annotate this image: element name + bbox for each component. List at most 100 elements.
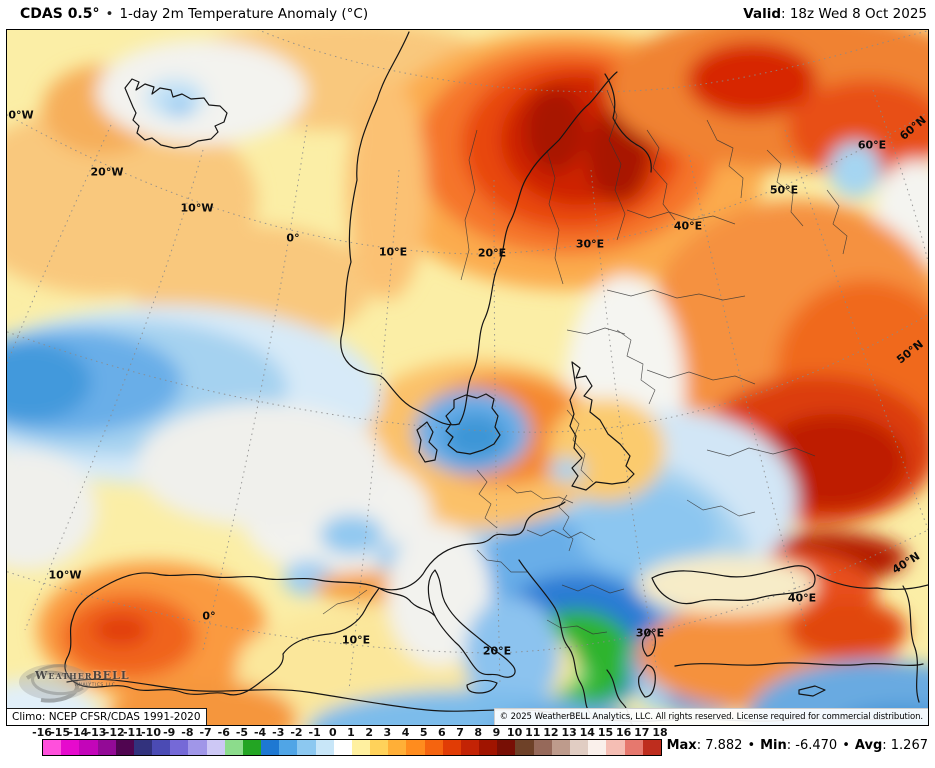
colorbar-tick-label: 3 <box>383 726 392 739</box>
colorbar-tick-label: -1 <box>308 726 321 739</box>
colorbar-tick-label: -12 <box>104 726 125 739</box>
colorbar-segment <box>224 740 243 755</box>
colorbar-tick-label: 2 <box>365 726 373 739</box>
colorbar-tick-label: 1 <box>347 726 355 739</box>
grid-label: 40°E <box>787 591 817 605</box>
colorbar-tick-label: -8 <box>181 726 194 739</box>
colorbar-segment <box>279 740 298 755</box>
copyright-notice: © 2025 WeatherBELL Analytics, LLC. All r… <box>493 708 928 725</box>
colorbar-segment <box>642 740 661 755</box>
colorbar-tick-label: 17 <box>634 726 650 739</box>
colorbar-tick-label: 11 <box>525 726 541 739</box>
colorbar-segment <box>206 740 225 755</box>
map-title: CDAS 0.5° • 1-day 2m Temperature Anomaly (… <box>20 6 368 22</box>
stats-bullet-2: • <box>842 738 850 753</box>
colorbar-tick-label: 9 <box>492 726 501 739</box>
colorbar-segment <box>333 740 352 755</box>
colorbar-segment <box>442 740 461 755</box>
colorbar-segment <box>351 740 371 755</box>
header: CDAS 0.5° • 1-day 2m Temperature Anomaly (… <box>0 0 935 29</box>
grid-label: 30°E <box>575 237 605 251</box>
colorbar-segment <box>170 740 189 755</box>
valid-value: 18z Wed 8 Oct 2025 <box>789 6 927 22</box>
grid-label: 20°E <box>482 644 512 658</box>
colorbar-segment <box>388 740 407 755</box>
anomaly-field <box>7 30 928 725</box>
valid-label: Valid <box>743 6 781 22</box>
grid-label: 30°E <box>635 626 665 640</box>
anomaly-map: 0°W 20°W 10°W 0° 10°E 20°E 30°E 40°E 50°E 60°E 60°… <box>6 29 929 726</box>
max-value: 7.882 <box>705 738 743 753</box>
grid-label: 0°W <box>8 108 34 122</box>
parameter-title: 1-day 2m Temperature Anomaly (°C) <box>119 6 369 22</box>
colorbar-segment <box>97 740 116 755</box>
colorbar-tick-label: -7 <box>199 726 212 739</box>
title-bullet: • <box>105 6 114 22</box>
colorbar-segment <box>188 740 207 755</box>
colorbar-tick-label: 14 <box>579 726 595 739</box>
colorbar-tick-label: 4 <box>401 726 410 739</box>
colorbar-tick-label: -13 <box>86 726 107 739</box>
min-sep: : <box>786 738 796 753</box>
max-sep: : <box>696 738 706 753</box>
colorbar-tick-label: 0 <box>328 726 337 739</box>
colorbar-segment <box>569 740 589 755</box>
colorbar-segment <box>479 740 498 755</box>
country-borders <box>322 89 848 635</box>
valid-sep: : <box>781 6 790 22</box>
colorbar-tick-label: -6 <box>217 726 230 739</box>
colorbar-segments <box>42 739 662 756</box>
colorbar-tick-label: -16 <box>32 726 52 739</box>
grid-label: 20°W <box>90 165 124 179</box>
colorbar-tick-label: -14 <box>68 726 89 739</box>
colorbar-segment <box>315 740 334 755</box>
grid-label: 10°W <box>48 568 82 582</box>
climo-label: Climo: NCEP CFSR/CDAS 1991-2020 <box>7 708 207 725</box>
colorbar-tick-label: -9 <box>163 726 176 739</box>
colorbar-tick-label: 6 <box>438 726 446 739</box>
colorbar-segment <box>497 740 516 755</box>
colorbar-segment <box>533 740 552 755</box>
grid-label: 10°E <box>378 245 408 259</box>
colorbar-ticks: -16 -15 -14 -13 -12 -11 -10 -9 -8 -7 -6 -5 -4 -3 -2 -1 0… <box>32 726 668 739</box>
grid-label: 40°E <box>673 219 703 233</box>
colorbar-tick-label: -15 <box>50 726 71 739</box>
colorbar-segment <box>261 740 280 755</box>
colorbar-tick-label: -10 <box>141 726 161 739</box>
colorbar-segment <box>242 740 262 755</box>
colorbar-segment <box>588 740 607 755</box>
colorbar-segment <box>515 740 534 755</box>
anomaly-map-canvas <box>7 30 928 725</box>
colorbar-tick-label: 8 <box>474 726 483 739</box>
avg-sep: : <box>882 738 891 753</box>
colorbar-tick-label: 18 <box>652 726 668 739</box>
grid-label: 50°E <box>769 183 799 197</box>
colorbar-tick-label: 5 <box>419 726 428 739</box>
avg-value: 1.267 <box>890 738 928 753</box>
colorbar-segment <box>79 740 98 755</box>
colorbar-tick-label: -2 <box>290 726 303 739</box>
weatherbell-logo-swirl <box>19 664 91 703</box>
model-name: CDAS 0.5° <box>20 6 100 22</box>
colorbar-tick-label: 7 <box>456 726 464 739</box>
grid-label: 10°E <box>341 633 371 647</box>
colorbar-segment <box>115 740 134 755</box>
grid-label: 0° <box>202 609 216 623</box>
colorbar-tick-label: -5 <box>235 726 249 739</box>
colorbar-segment <box>61 740 80 755</box>
valid-time: Valid: 18z Wed 8 Oct 2025 <box>743 6 927 22</box>
colorbar-tick-label: -11 <box>122 726 143 739</box>
colorbar-tick-label: 16 <box>615 726 632 739</box>
stats-bullet-1: • <box>747 738 756 753</box>
colorbar-tick-label: -3 <box>272 726 285 739</box>
colorbar-segment <box>133 740 153 755</box>
min-label: Min <box>760 738 787 753</box>
grid-label: 20°E <box>477 246 507 260</box>
max-label: Max <box>666 738 697 753</box>
colorbar-segment <box>152 740 171 755</box>
grid-label: 10°W <box>180 201 214 215</box>
graticule <box>7 30 928 691</box>
avg-label: Avg <box>854 738 883 753</box>
colorbar-segment <box>624 740 643 755</box>
colorbar-segment <box>43 740 62 755</box>
